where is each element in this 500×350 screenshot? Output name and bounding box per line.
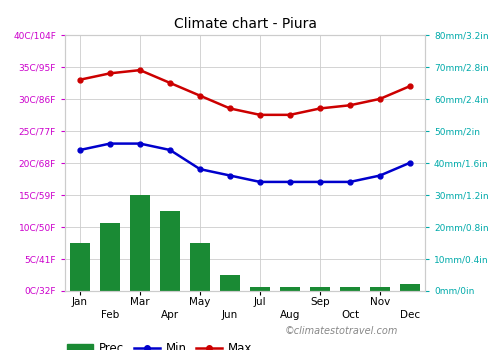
Bar bbox=[250, 287, 270, 290]
Bar bbox=[70, 243, 90, 290]
Bar bbox=[220, 274, 240, 290]
Bar bbox=[310, 287, 330, 290]
Bar bbox=[400, 284, 420, 290]
Title: Climate chart - Piura: Climate chart - Piura bbox=[174, 17, 316, 31]
Bar bbox=[100, 223, 120, 290]
Bar bbox=[130, 195, 150, 290]
Bar bbox=[340, 287, 360, 290]
Text: ©climatestotravel.com: ©climatestotravel.com bbox=[285, 326, 399, 336]
Bar bbox=[280, 287, 300, 290]
Bar bbox=[160, 211, 180, 290]
Legend: Prec, Min, Max: Prec, Min, Max bbox=[68, 342, 252, 350]
Bar bbox=[190, 243, 210, 290]
Bar bbox=[370, 287, 390, 290]
